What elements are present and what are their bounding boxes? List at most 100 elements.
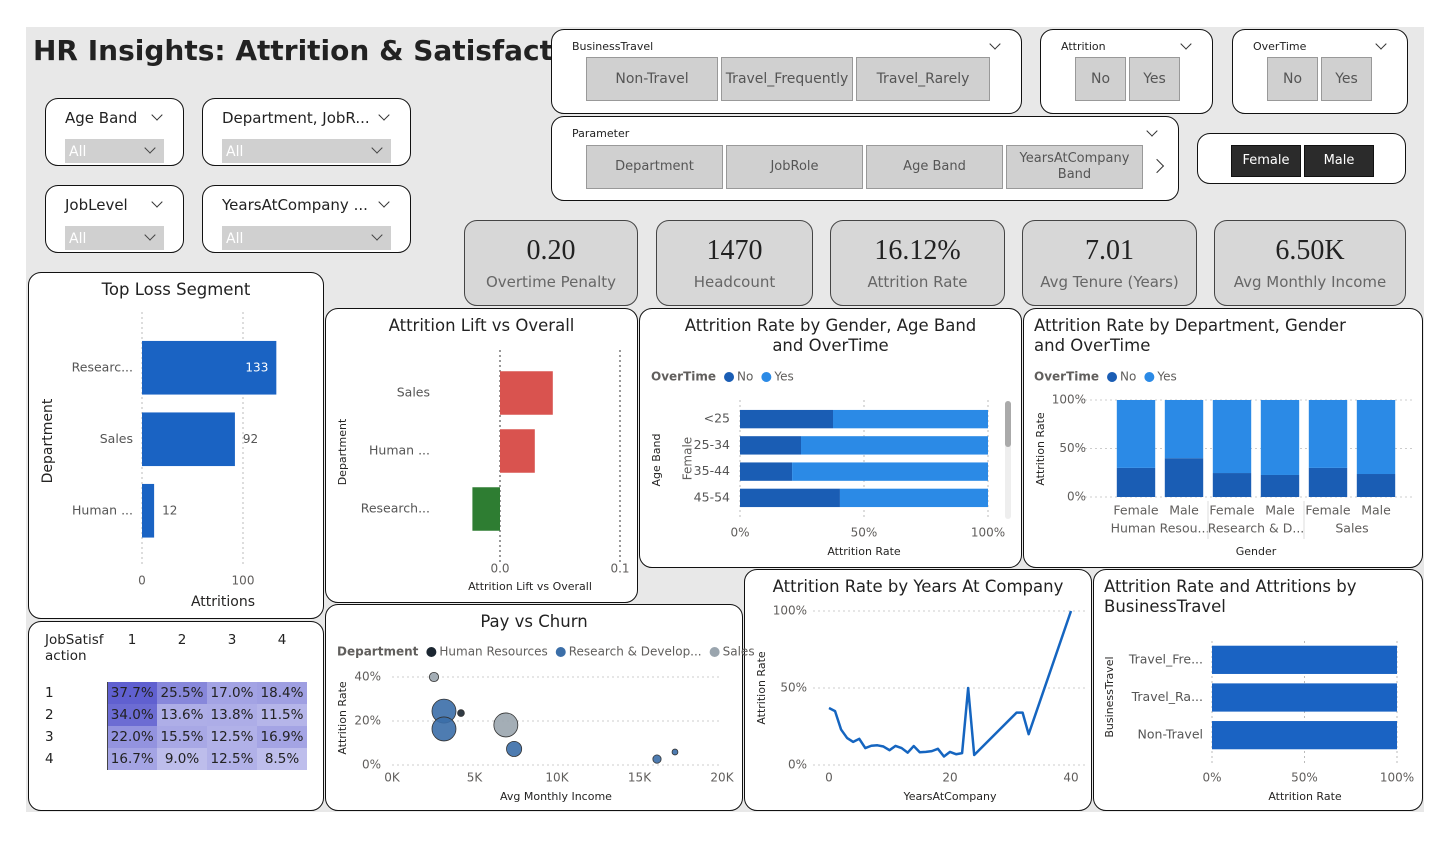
x-tick-label: Male: [1361, 503, 1391, 518]
bar: [1260, 474, 1300, 497]
scrollbar[interactable]: [1005, 401, 1011, 519]
bar: [1212, 645, 1397, 674]
group-label: Female: [681, 437, 695, 480]
y-axis-title: Attrition Rate: [755, 651, 768, 725]
chart-title: Attrition Lift vs Overall: [388, 316, 575, 335]
x-tick-label: 50%: [851, 526, 878, 540]
legend-swatch: [1144, 372, 1155, 382]
slicer-button[interactable]: Travel_Frequently: [721, 57, 853, 101]
cell: 11.5%: [257, 704, 307, 726]
x-tick-label: 10K: [545, 771, 569, 785]
y-tick-label: 0%: [1067, 490, 1086, 504]
slicer-button[interactable]: Yes: [1129, 57, 1180, 101]
slicer-button[interactable]: YearsAtCompany Band: [1006, 145, 1143, 189]
y-axis-title: BusinessTravel: [1103, 656, 1116, 737]
slicer[interactable]: JobLevel All: [45, 185, 184, 253]
legend-swatch: [555, 647, 566, 657]
matrix-panel: JobSatisfaction 1 2 3 4 1 37.7% 25.5% 17.0%…: [28, 621, 324, 811]
chart-panel: Attrition Rate by Years At Company: [744, 569, 1092, 811]
x-axis-title: Avg Monthly Income: [500, 790, 612, 803]
y-tick-label: Researc...: [72, 359, 133, 374]
bar: [1308, 467, 1348, 497]
x-tick-label: 20K: [710, 771, 734, 785]
cell: 37.7%: [107, 682, 157, 704]
slicer-button[interactable]: Yes: [1321, 57, 1372, 101]
y-axis-title: Age Band: [650, 433, 663, 486]
bar: [142, 340, 277, 395]
y-tick-label: Human ...: [72, 502, 133, 517]
slicer-button[interactable]: No: [1267, 57, 1318, 101]
kpi-card: 1470 Headcount: [656, 220, 813, 306]
cell: 8.5%: [257, 748, 307, 770]
legend-swatch: [709, 647, 720, 657]
button-slicer: OverTime No Yes: [1232, 29, 1408, 114]
bar: [500, 429, 535, 473]
dropdown[interactable]: All: [222, 226, 391, 250]
x-axis-title: Attrition Rate: [1268, 790, 1342, 803]
y-tick-label: Research...: [361, 501, 430, 516]
x-tick-label: Female: [1209, 503, 1255, 518]
y-tick-label: Travel_Fre...: [1128, 651, 1203, 666]
chart-title: Attrition Rate by Gender, Age Band and O…: [684, 316, 977, 355]
slicer-label: BusinessTravel: [572, 40, 654, 53]
chart-title: Attrition Rate and Attritions by Busines…: [1104, 577, 1357, 616]
bar: [839, 488, 988, 508]
column-header: 3: [227, 632, 237, 648]
y-tick-label: Sales: [100, 431, 133, 446]
slicer-button[interactable]: Male: [1304, 145, 1374, 177]
y-tick-label: <25: [704, 411, 730, 426]
cell: 16.7%: [107, 748, 157, 770]
x-tick-label: 0.1: [610, 562, 629, 576]
bar: [1308, 400, 1348, 468]
bar: [1212, 400, 1252, 474]
chart-title: Attrition Rate by Department, Gender and…: [1034, 316, 1346, 355]
slicer-label: Age Band: [65, 109, 138, 127]
y-tick-label: Travel_Ra...: [1131, 689, 1203, 704]
kpi-card: 6.50K Avg Monthly Income: [1214, 220, 1406, 306]
bar: [500, 371, 553, 415]
cell: 12.5%: [207, 726, 257, 748]
slicer-button[interactable]: Female: [1231, 145, 1301, 177]
scroll-thumb[interactable]: [1005, 401, 1011, 447]
x-tick-label: Male: [1265, 503, 1295, 518]
slicer[interactable]: YearsAtCompany ... All: [202, 185, 411, 253]
bar: [740, 409, 833, 429]
slicer-button[interactable]: No: [1075, 57, 1126, 101]
x-tick-label: Male: [1169, 503, 1199, 518]
bar: [1116, 400, 1156, 468]
x-tick-label: 5K: [467, 771, 484, 785]
legend-title: Department: [337, 645, 419, 659]
slicer-button[interactable]: Department: [586, 145, 723, 189]
slicer-button[interactable]: Age Band: [866, 145, 1003, 189]
dropdown[interactable]: All: [65, 226, 164, 250]
kpi-label: Headcount: [693, 273, 776, 291]
button-slicer: Female Male: [1197, 133, 1406, 184]
slicer-button[interactable]: Travel_Rarely: [856, 57, 990, 101]
kpi-card: 7.01 Avg Tenure (Years): [1022, 220, 1197, 306]
legend-swatch: [761, 372, 772, 382]
cell: 15.5%: [157, 726, 207, 748]
bar: [1212, 683, 1397, 712]
x-tick-label: 100: [232, 574, 255, 588]
group-label: Sales: [1335, 521, 1368, 536]
slicer[interactable]: Department, JobR... All: [202, 98, 411, 166]
dropdown[interactable]: All: [222, 139, 391, 163]
kpi-value: 7.01: [1085, 235, 1134, 266]
kpi-label: Attrition Rate: [867, 273, 968, 291]
slicer-button[interactable]: JobRole: [726, 145, 863, 189]
x-tick-label: 40: [1063, 771, 1078, 785]
bar: [801, 436, 988, 455]
slicer[interactable]: Age Band All: [45, 98, 184, 166]
x-axis-title: Attrition Rate: [827, 545, 901, 558]
button-slicer: BusinessTravel Non-Travel Travel_Frequen…: [551, 29, 1022, 114]
bubble: [431, 716, 457, 742]
slicer-button[interactable]: Non-Travel: [586, 57, 718, 101]
chart-title: Attrition Rate by Years At Company: [772, 577, 1064, 596]
bar: [142, 483, 155, 538]
bar: [833, 409, 988, 429]
y-axis-title: Department: [336, 418, 349, 485]
bar: [792, 462, 988, 481]
dropdown[interactable]: All: [65, 139, 164, 163]
dropdown-value: All: [226, 231, 244, 247]
